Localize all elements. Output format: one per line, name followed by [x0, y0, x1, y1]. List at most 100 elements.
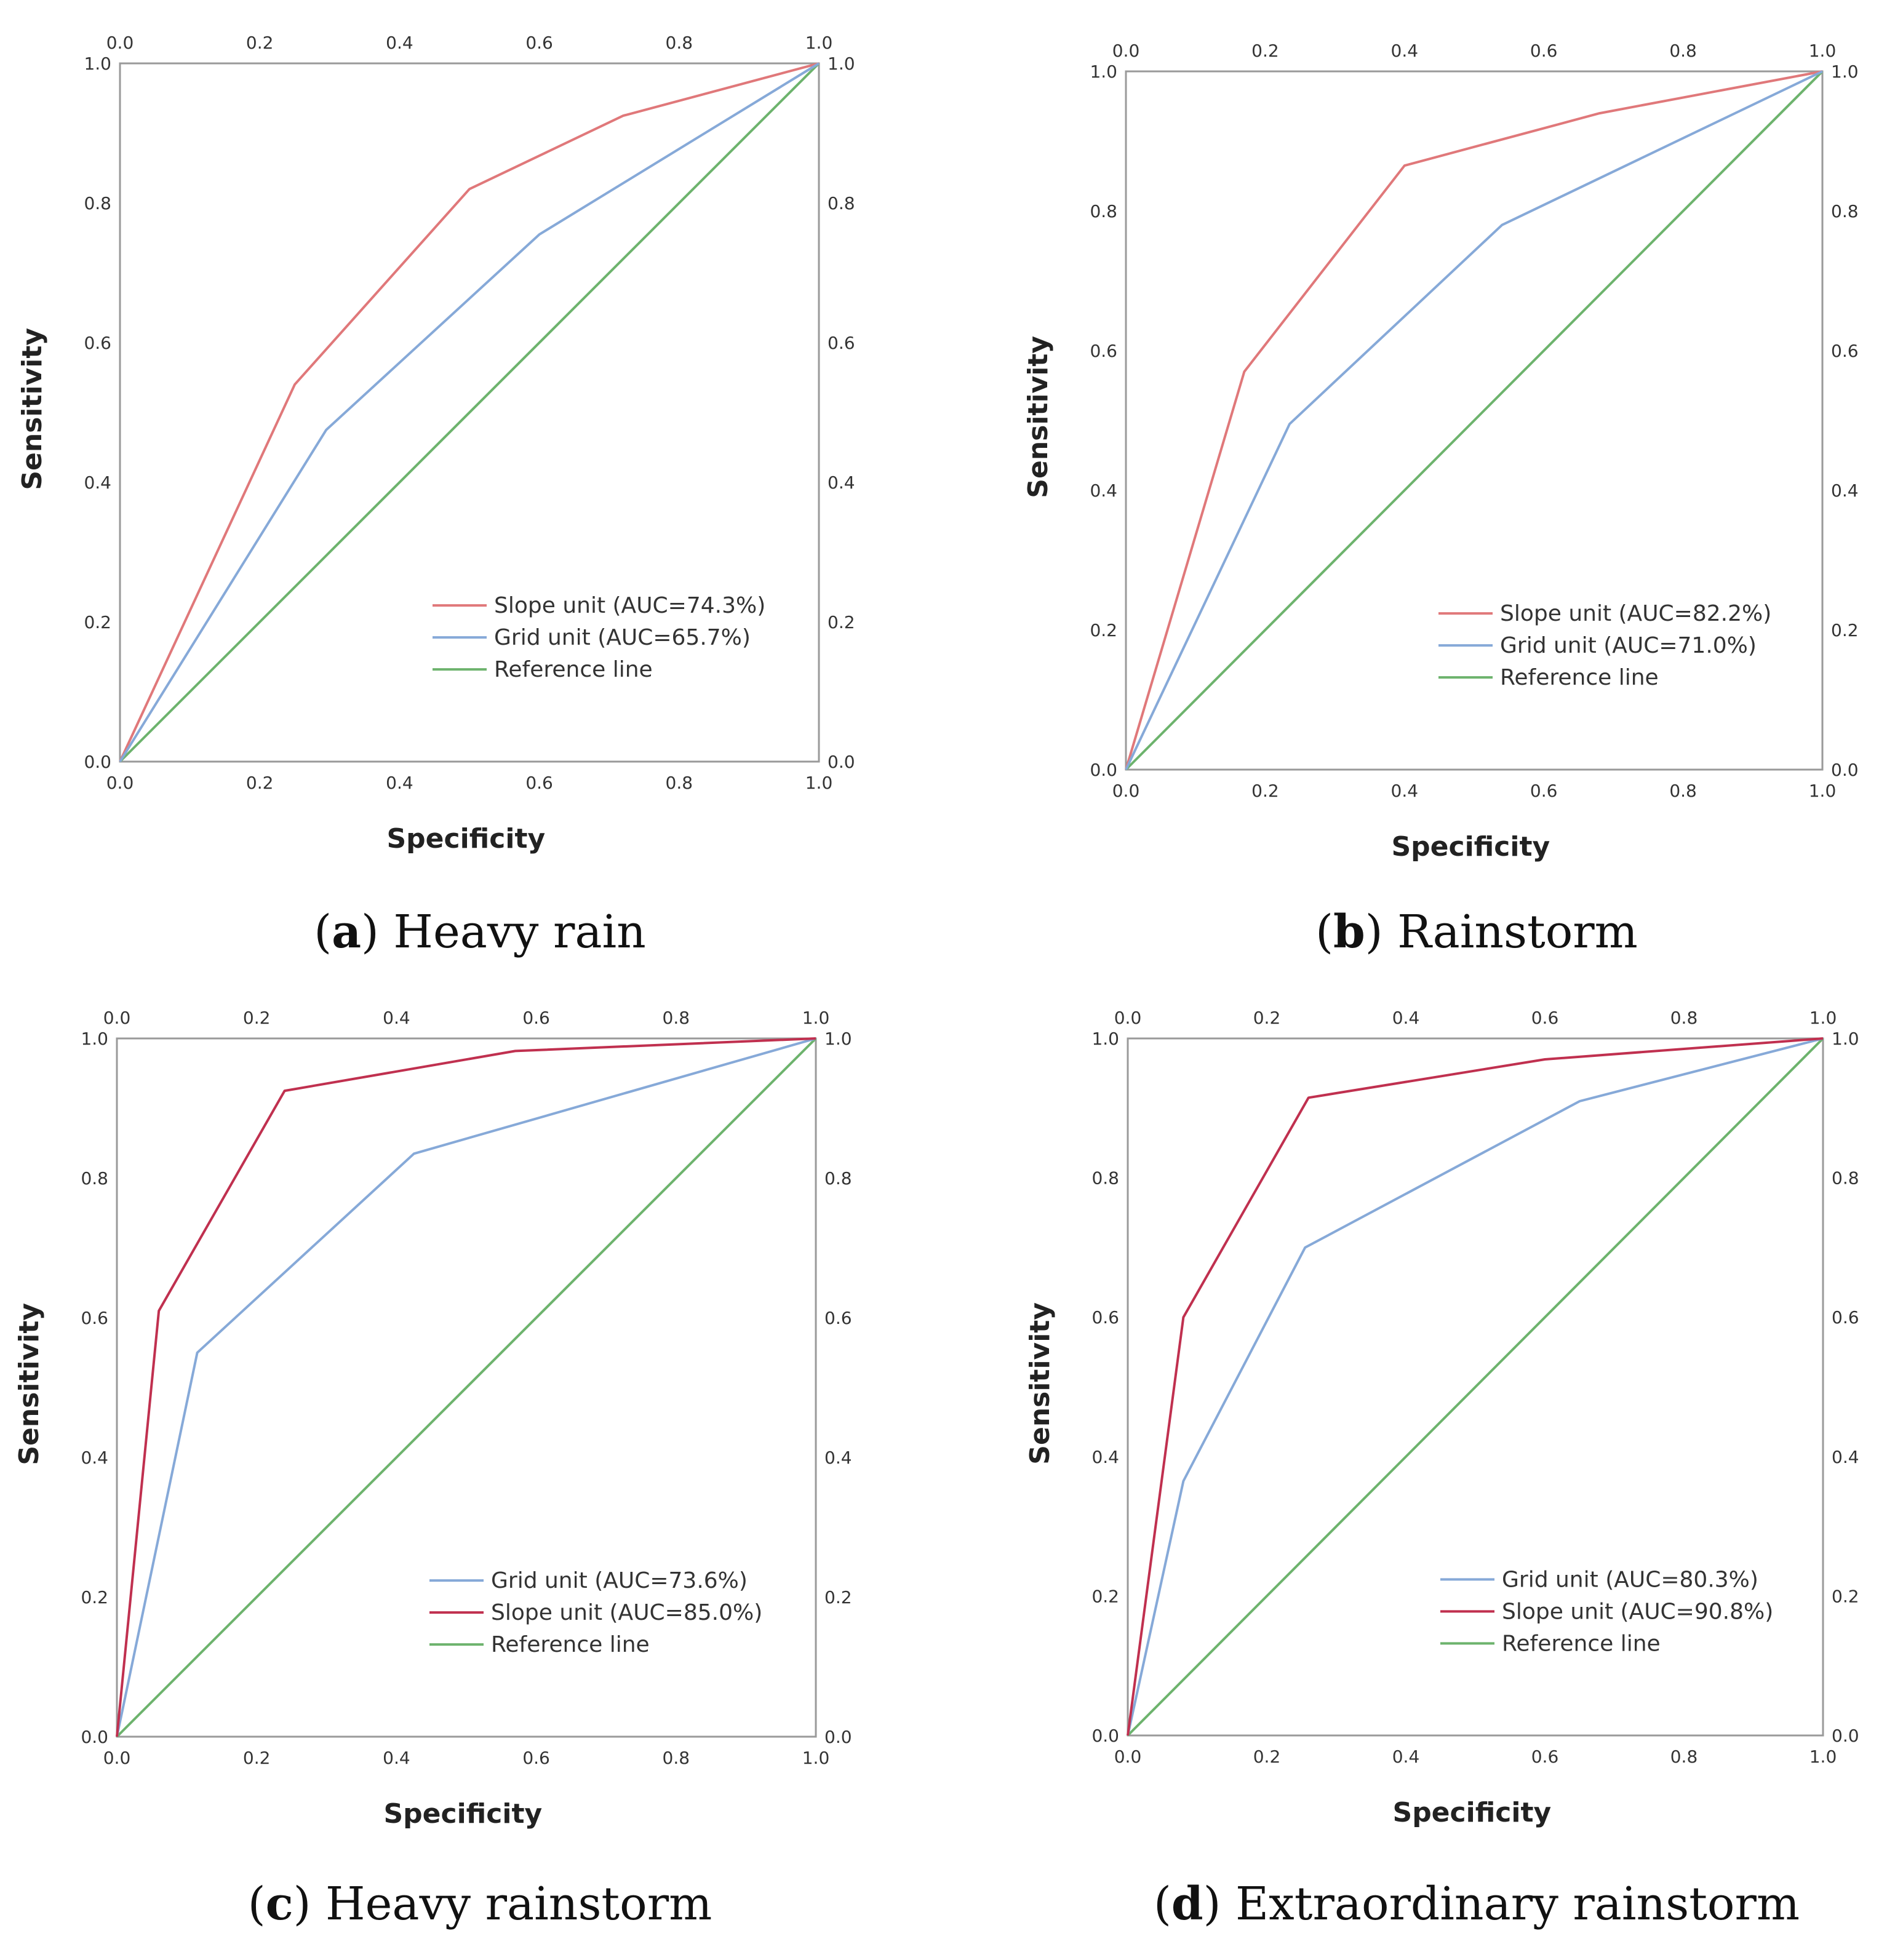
- y-tick-left: 0.4: [1091, 1447, 1119, 1467]
- x-tick-bottom: 0.2: [243, 1748, 271, 1768]
- y-tick-right: 0.4: [1832, 1447, 1859, 1467]
- legend-label: Slope unit (AUC=85.0%): [491, 1600, 762, 1625]
- x-axis-title: Specificity: [1391, 831, 1550, 862]
- x-tick-bottom: 0.6: [522, 1748, 550, 1768]
- y-tick-right: 0.2: [824, 1587, 852, 1607]
- x-tick-top: 0.2: [1251, 41, 1279, 61]
- plot-frame: [119, 62, 820, 763]
- panel-caption: (a) Heavy rain: [314, 906, 646, 958]
- panel-letter: c: [266, 1878, 293, 1930]
- x-tick-bottom: 0.0: [1114, 1747, 1142, 1767]
- y-tick-left: 0.6: [81, 1308, 108, 1328]
- x-tick-bottom: 0.8: [666, 773, 693, 793]
- x-tick-top: 0.8: [663, 1008, 690, 1028]
- y-tick-left: 0.2: [1091, 1586, 1119, 1606]
- x-tick-top: 1.0: [1809, 41, 1837, 61]
- y-tick-left: 0.4: [81, 1448, 108, 1468]
- x-tick-bottom: 0.8: [663, 1748, 690, 1768]
- x-tick-top: 0.6: [525, 33, 553, 53]
- x-tick-bottom: 1.0: [1809, 781, 1837, 801]
- y-tick-left: 0.6: [1091, 1307, 1119, 1328]
- x-tick-top: 0.4: [383, 1008, 410, 1028]
- x-tick-top: 1.0: [805, 33, 833, 53]
- series-line-1: [116, 1037, 816, 1737]
- y-tick-right: 0.6: [824, 1308, 852, 1328]
- y-tick-right: 0.4: [824, 1448, 852, 1468]
- x-tick-top: 0.8: [1669, 41, 1697, 61]
- x-tick-bottom: 0.6: [1531, 1747, 1559, 1767]
- x-tick-top: 0.0: [106, 33, 134, 53]
- y-tick-right: 1.0: [828, 54, 855, 74]
- x-tick-top: 0.0: [1112, 41, 1140, 61]
- y-tick-right: 0.6: [828, 333, 855, 353]
- x-tick-top: 1.0: [802, 1008, 830, 1028]
- x-tick-top: 0.2: [1253, 1008, 1281, 1028]
- x-tick-top: 0.2: [246, 33, 274, 53]
- legend-label: Grid unit (AUC=65.7%): [494, 625, 751, 650]
- y-tick-left: 0.8: [81, 1168, 108, 1189]
- x-axis-title: Specificity: [1393, 1797, 1552, 1828]
- x-tick-top: 0.4: [1392, 1008, 1420, 1028]
- x-tick-bottom: 0.4: [1391, 781, 1419, 801]
- panel-caption: (c) Heavy rainstorm: [248, 1878, 712, 1930]
- y-tick-left: 1.0: [1090, 62, 1117, 82]
- series-line-2: [116, 1037, 816, 1737]
- legend-label: Grid unit (AUC=73.6%): [491, 1568, 748, 1593]
- y-tick-right: 0.4: [828, 472, 855, 493]
- y-tick-right: 0.4: [1831, 480, 1859, 501]
- y-tick-left: 1.0: [84, 54, 111, 74]
- x-tick-bottom: 0.4: [386, 773, 413, 793]
- series-line-2: [1127, 1037, 1824, 1736]
- y-tick-right: 0.2: [1831, 620, 1859, 640]
- x-axis-title: Specificity: [386, 823, 545, 855]
- plot-frame: [116, 1037, 817, 1738]
- x-tick-bottom: 0.2: [246, 773, 274, 793]
- y-tick-right: 0.0: [824, 1727, 852, 1747]
- x-tick-top: 0.6: [522, 1008, 550, 1028]
- legend-label: Slope unit (AUC=90.8%): [1502, 1599, 1773, 1624]
- legend-label: Reference line: [1500, 665, 1659, 690]
- y-tick-right: 0.6: [1832, 1307, 1859, 1328]
- x-tick-bottom: 1.0: [805, 773, 833, 793]
- x-tick-top: 0.4: [386, 33, 413, 53]
- y-axis-title: Sensitivity: [17, 328, 48, 490]
- legend-label: Slope unit (AUC=74.3%): [494, 593, 765, 618]
- x-tick-bottom: 0.0: [106, 773, 134, 793]
- y-tick-left: 0.8: [84, 193, 111, 213]
- series-line-2: [119, 62, 820, 763]
- y-tick-left: 0.2: [84, 612, 111, 632]
- y-tick-right: 0.8: [824, 1168, 852, 1189]
- y-tick-left: 0.6: [1090, 341, 1117, 361]
- y-tick-right: 1.0: [1831, 62, 1859, 82]
- plot-frame: [1125, 70, 1824, 771]
- y-tick-left: 0.0: [1090, 760, 1117, 780]
- y-tick-left: 0.0: [84, 752, 111, 772]
- y-axis-title: Sensitivity: [1023, 336, 1054, 498]
- y-tick-left: 0.8: [1090, 201, 1117, 221]
- y-tick-right: 0.2: [828, 612, 855, 632]
- y-tick-left: 0.0: [81, 1727, 108, 1747]
- x-tick-top: 0.2: [243, 1008, 271, 1028]
- roc-panel-a: 0.00.00.0 0.00.20.20.2 0.20.40.40.4 0.40.60…: [17, 33, 855, 958]
- roc-panel-d: 0.00.00.0 0.00.20.20.2 0.20.40.40.4 0.40.60…: [1024, 1008, 1859, 1930]
- x-tick-bottom: 0.4: [383, 1748, 410, 1768]
- x-tick-bottom: 0.2: [1251, 781, 1279, 801]
- x-tick-bottom: 0.8: [1670, 1747, 1698, 1767]
- y-tick-right: 0.0: [1832, 1726, 1859, 1746]
- series-line-1: [1127, 1037, 1824, 1736]
- x-tick-bottom: 0.0: [103, 1748, 131, 1768]
- y-tick-left: 0.2: [1090, 620, 1117, 640]
- roc-panel-c: 0.00.00.0 0.00.20.20.2 0.20.40.40.4 0.40.60…: [14, 1008, 852, 1930]
- y-tick-right: 0.0: [828, 752, 855, 772]
- series-line-3: [1125, 70, 1824, 771]
- panel-letter: d: [1171, 1878, 1203, 1930]
- x-tick-top: 0.4: [1391, 41, 1419, 61]
- y-tick-right: 0.8: [1831, 201, 1859, 221]
- y-tick-left: 0.4: [1090, 480, 1117, 501]
- plot-frame: [1127, 1037, 1824, 1737]
- legend-label: Grid unit (AUC=80.3%): [1502, 1567, 1758, 1592]
- y-axis-title: Sensitivity: [14, 1303, 45, 1465]
- x-tick-top: 0.0: [1114, 1008, 1142, 1028]
- legend-label: Reference line: [1502, 1631, 1661, 1656]
